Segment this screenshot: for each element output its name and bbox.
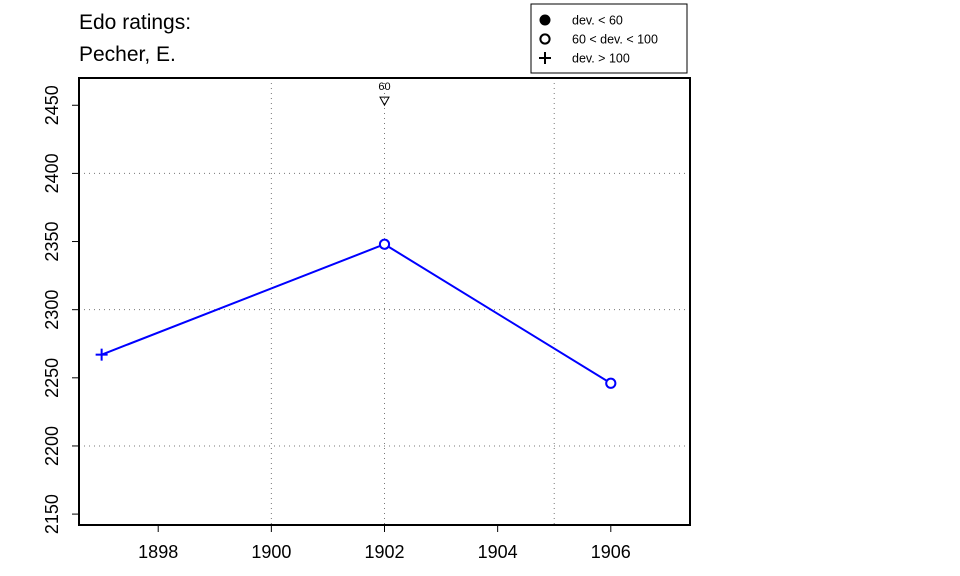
y-tick-label-0: 2150 <box>42 494 62 534</box>
x-axis: 1898 1900 1902 1904 1906 <box>138 525 631 562</box>
data-point-2 <box>605 377 617 389</box>
annotation-marker-0 <box>379 96 390 107</box>
data-point-1 <box>378 238 391 250</box>
y-tick-label-6: 2450 <box>42 85 62 125</box>
legend-marker-2 <box>539 52 551 64</box>
series-line-0 <box>101 243 612 385</box>
legend-label-1: 60 < dev. < 100 <box>572 33 658 47</box>
annotation-label-0: 60 <box>378 81 390 93</box>
y-tick-label-2: 2250 <box>42 358 62 398</box>
grid-lines <box>79 78 690 525</box>
annotations: 60 <box>378 81 391 107</box>
legend-marker-0 <box>539 14 551 26</box>
y-tick-label-5: 2400 <box>42 153 62 193</box>
y-tick-label-1: 2200 <box>42 426 62 466</box>
legend: dev. < 60 60 < dev. < 100 dev. > 100 <box>530 3 688 74</box>
data-series <box>95 238 617 389</box>
data-point-0 <box>95 348 108 361</box>
y-tick-label-3: 2300 <box>42 290 62 330</box>
chart-title-line-1: Edo ratings: <box>79 11 191 34</box>
legend-marker-1 <box>539 33 551 45</box>
legend-label-2: dev. > 100 <box>572 52 630 66</box>
legend-label-0: dev. < 60 <box>572 14 623 28</box>
x-tick-label-4: 1906 <box>591 542 631 562</box>
x-tick-label-2: 1902 <box>364 542 404 562</box>
y-axis: 2150 2200 2250 2300 2350 2400 2450 <box>42 85 79 534</box>
legend-box <box>530 3 688 74</box>
y-tick-label-4: 2350 <box>42 222 62 262</box>
x-tick-label-1: 1900 <box>251 542 291 562</box>
x-tick-label-3: 1904 <box>478 542 518 562</box>
chart-title-line-2: Pecher, E. <box>79 43 176 66</box>
plot-frame <box>78 77 691 526</box>
axes: 1898 1900 1902 1904 1906 2150 2200 2250 2300 2350… <box>42 77 691 562</box>
x-tick-label-0: 1898 <box>138 542 178 562</box>
